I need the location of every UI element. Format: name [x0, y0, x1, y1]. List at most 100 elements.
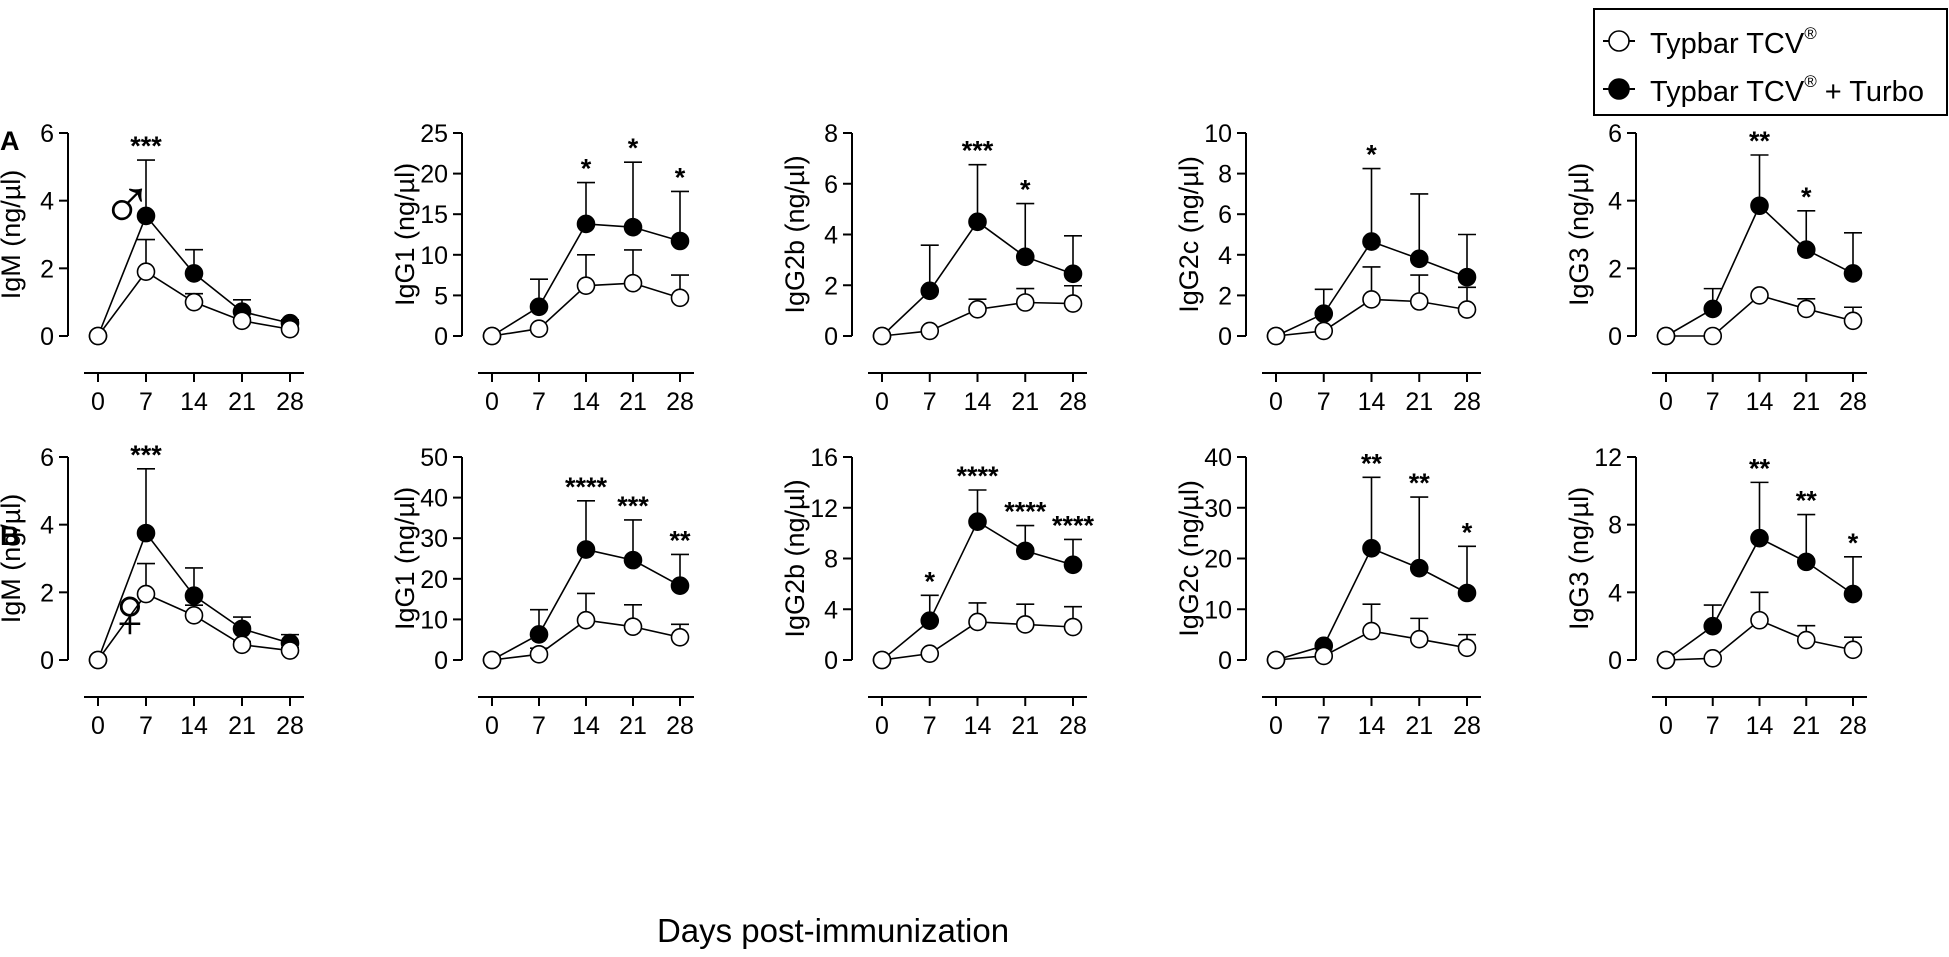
- significance-label: *: [1462, 517, 1473, 547]
- data-point-filled: [968, 512, 987, 532]
- y-tick-label: 0: [1218, 647, 1232, 675]
- y-tick-label: 6: [40, 120, 54, 148]
- y-tick-label: 0: [40, 647, 54, 675]
- data-point-filled: [1362, 539, 1381, 558]
- data-point-open: [1063, 294, 1083, 313]
- x-tick-label: 0: [1659, 712, 1673, 740]
- data-point-open: [1015, 615, 1035, 634]
- y-tick-label: 8: [824, 120, 838, 148]
- y-tick-label: 12: [1594, 444, 1622, 472]
- data-point-filled: [1015, 541, 1035, 561]
- significance-label: **: [1749, 453, 1771, 483]
- y-tick-label: 4: [1608, 579, 1622, 607]
- data-point-open: [1362, 290, 1381, 309]
- x-tick-label: 28: [276, 712, 304, 740]
- data-point-open: [136, 584, 156, 604]
- y-tick-label: 20: [420, 161, 448, 189]
- x-axis-label: Days post-immunization: [657, 912, 1009, 949]
- data-point-open: [670, 627, 690, 647]
- data-point-filled: [1703, 616, 1723, 636]
- y-axis-label: IgG2c (ng/µl): [1174, 480, 1204, 637]
- y-tick-label: 6: [1608, 120, 1622, 148]
- data-point-filled: [968, 212, 987, 232]
- data-point-filled: [1409, 558, 1429, 578]
- x-tick-label: 7: [1706, 712, 1720, 740]
- y-tick-label: 30: [1204, 495, 1232, 523]
- x-tick-label: 0: [1269, 388, 1283, 416]
- data-point-filled: [576, 214, 596, 234]
- y-tick-label: 5: [434, 282, 448, 310]
- series-line-typbar-turbo: [1665, 204, 1854, 337]
- data-point-filled: [623, 217, 643, 237]
- data-point-open: [88, 650, 108, 670]
- data-point-open: [184, 606, 204, 625]
- data-point-open: [1409, 292, 1429, 311]
- x-tick-label: 28: [666, 712, 694, 740]
- data-point-open: [88, 326, 108, 346]
- data-point-filled: [1362, 232, 1381, 251]
- x-tick-label: 7: [923, 388, 937, 416]
- y-tick-label: 0: [1218, 323, 1232, 351]
- y-tick-label: 25: [420, 120, 448, 148]
- data-point-filled: [670, 576, 690, 596]
- x-tick-label: 14: [1358, 388, 1386, 416]
- data-point-filled: [1750, 528, 1769, 548]
- data-point-filled: [1409, 249, 1429, 269]
- y-axis-label: IgG3 (ng/µl): [1564, 487, 1594, 630]
- significance-label: *: [1848, 528, 1859, 558]
- data-point-open: [1362, 621, 1381, 641]
- data-point-open: [232, 635, 252, 655]
- x-tick-label: 21: [619, 712, 647, 740]
- y-axis-label: IgM (ng/µl): [0, 170, 26, 300]
- data-point-open: [920, 644, 940, 663]
- data-point-open: [1796, 630, 1816, 650]
- data-point-open: [1457, 300, 1477, 319]
- x-tick-label: 7: [1706, 388, 1720, 416]
- data-point-open: [280, 641, 300, 660]
- significance-label: ***: [962, 136, 994, 166]
- data-point-filled: [1843, 584, 1863, 604]
- x-tick-label: 0: [875, 388, 889, 416]
- data-point-open: [670, 288, 690, 308]
- data-point-open: [576, 610, 596, 630]
- data-point-open: [136, 262, 156, 282]
- x-tick-label: 28: [1059, 388, 1087, 416]
- legend-marker-open: [1608, 30, 1630, 52]
- y-axis-label: IgG2b (ng/µl): [780, 155, 810, 313]
- y-tick-label: 20: [1204, 546, 1232, 574]
- y-tick-label: 20: [420, 566, 448, 594]
- data-point-filled: [1843, 264, 1863, 283]
- x-tick-label: 21: [1405, 388, 1433, 416]
- y-tick-label: 10: [1204, 120, 1232, 148]
- y-tick-label: 6: [40, 444, 54, 472]
- y-tick-label: 8: [1218, 161, 1232, 189]
- data-point-open: [1750, 286, 1769, 305]
- data-point-open: [1843, 311, 1863, 331]
- y-tick-label: 4: [1608, 188, 1622, 216]
- y-tick-label: 0: [824, 323, 838, 351]
- y-tick-label: 4: [1218, 242, 1232, 270]
- data-point-open: [968, 300, 987, 319]
- significance-label: **: [1796, 486, 1818, 516]
- significance-label: **: [1361, 448, 1383, 478]
- x-tick-label: 0: [485, 712, 499, 740]
- data-point-open: [1703, 649, 1723, 668]
- data-point-open: [1314, 646, 1334, 666]
- x-tick-label: 14: [180, 712, 208, 740]
- data-point-filled: [670, 231, 690, 251]
- significance-label: *: [675, 162, 686, 192]
- data-point-open: [482, 326, 502, 346]
- x-tick-label: 21: [1792, 388, 1820, 416]
- significance-label: *: [924, 566, 935, 596]
- x-tick-label: 14: [180, 388, 208, 416]
- data-point-open: [1656, 326, 1676, 346]
- data-point-filled: [136, 206, 156, 226]
- y-tick-label: 0: [1608, 323, 1622, 351]
- significance-label: ***: [130, 131, 162, 161]
- data-point-open: [623, 273, 643, 293]
